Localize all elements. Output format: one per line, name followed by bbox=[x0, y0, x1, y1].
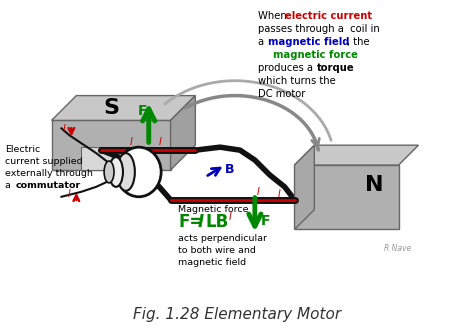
Text: F: F bbox=[138, 105, 147, 119]
Text: I: I bbox=[197, 213, 203, 231]
Polygon shape bbox=[52, 95, 195, 120]
Text: I: I bbox=[68, 189, 71, 199]
Text: N: N bbox=[365, 175, 383, 195]
Text: magnetic force: magnetic force bbox=[273, 50, 357, 60]
Text: a: a bbox=[5, 181, 14, 190]
Text: B: B bbox=[225, 163, 235, 176]
Text: When: When bbox=[258, 11, 290, 21]
Text: DC motor: DC motor bbox=[258, 89, 305, 99]
Text: externally through: externally through bbox=[5, 169, 93, 178]
Ellipse shape bbox=[104, 161, 114, 183]
Ellipse shape bbox=[109, 157, 123, 187]
Text: acts perpendicular: acts perpendicular bbox=[179, 234, 267, 244]
Text: I: I bbox=[256, 187, 259, 197]
Text: I: I bbox=[129, 137, 132, 147]
Text: a: a bbox=[258, 37, 267, 47]
Text: torque: torque bbox=[317, 63, 355, 73]
Text: F: F bbox=[261, 213, 270, 227]
Text: Fig. 1.28 Elementary Motor: Fig. 1.28 Elementary Motor bbox=[133, 307, 341, 322]
Text: produces a: produces a bbox=[258, 63, 316, 73]
Text: , the: , the bbox=[347, 37, 370, 47]
Text: I: I bbox=[63, 124, 66, 134]
Ellipse shape bbox=[117, 153, 135, 191]
Text: which turns the: which turns the bbox=[258, 76, 336, 86]
Text: S: S bbox=[103, 97, 119, 118]
Polygon shape bbox=[82, 147, 141, 170]
Text: I: I bbox=[228, 212, 231, 221]
Text: R Nave: R Nave bbox=[384, 244, 411, 253]
Text: Magnetic force: Magnetic force bbox=[179, 205, 249, 214]
Polygon shape bbox=[294, 165, 399, 229]
Polygon shape bbox=[171, 95, 195, 170]
Polygon shape bbox=[294, 145, 314, 229]
Text: F=: F= bbox=[179, 213, 204, 231]
Text: passes through a  coil in: passes through a coil in bbox=[258, 24, 380, 34]
Text: current supplied: current supplied bbox=[5, 157, 82, 166]
Text: electric current: electric current bbox=[284, 11, 372, 21]
Text: magnetic field: magnetic field bbox=[268, 37, 349, 47]
Text: I: I bbox=[278, 189, 281, 199]
Text: LB: LB bbox=[205, 213, 228, 231]
Text: commutator: commutator bbox=[16, 181, 81, 190]
Ellipse shape bbox=[117, 147, 161, 197]
Text: I: I bbox=[159, 137, 162, 147]
Polygon shape bbox=[294, 145, 419, 165]
Text: to both wire and: to both wire and bbox=[179, 246, 256, 255]
Text: magnetic field: magnetic field bbox=[179, 258, 246, 267]
Polygon shape bbox=[52, 120, 171, 170]
Text: Electric: Electric bbox=[5, 145, 40, 154]
